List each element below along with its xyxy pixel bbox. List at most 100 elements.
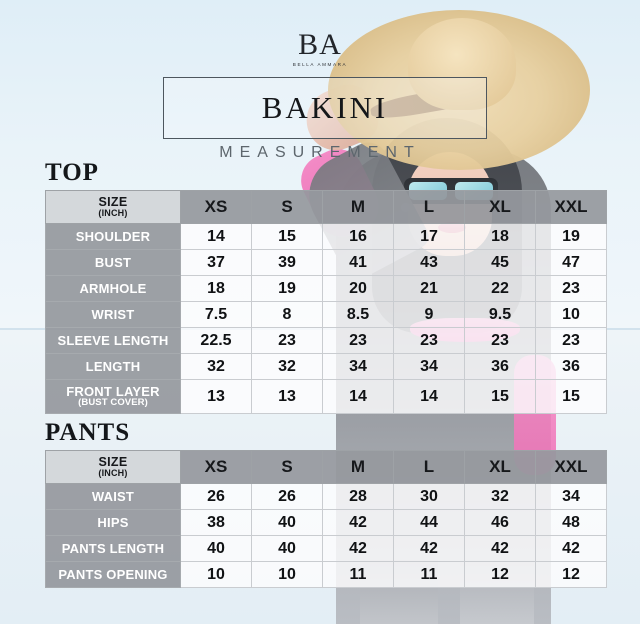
size-table-top: SIZE (INCH) XS S M L XL XXL SHOULDER 14 15… bbox=[45, 190, 607, 414]
measurement-cell-xs: 13 bbox=[180, 379, 252, 414]
column-header-xxl: XXL bbox=[535, 190, 607, 224]
row-label: FRONT LAYER (BUST COVER) bbox=[45, 379, 181, 414]
measurement-cell-xxl: 42 bbox=[535, 535, 607, 562]
measurement-cell-xs: 7.5 bbox=[180, 301, 252, 328]
table-head-pants: SIZE (INCH) XS S M L XL XXL bbox=[45, 450, 607, 484]
measurement-cell-m: 42 bbox=[322, 535, 394, 562]
table-row: BUST 37 39 41 43 45 47 bbox=[45, 249, 607, 276]
brand-logo-subtext: BELLA AMMARA bbox=[292, 62, 348, 67]
measurement-cell-xxl: 10 bbox=[535, 301, 607, 328]
measurement-cell-xs: 40 bbox=[180, 535, 252, 562]
measurement-cell-xs: 32 bbox=[180, 353, 252, 380]
table-row: ARMHOLE 18 19 20 21 22 23 bbox=[45, 275, 607, 302]
measurement-cell-xs: 14 bbox=[180, 223, 252, 250]
size-unit-header: SIZE (INCH) bbox=[45, 190, 181, 224]
measurement-cell-s: 8 bbox=[251, 301, 323, 328]
measurement-cell-xl: 42 bbox=[464, 535, 536, 562]
column-header-l: L bbox=[393, 450, 465, 484]
table-row: PANTS OPENING 10 10 11 11 12 12 bbox=[45, 561, 607, 588]
measurement-cell-l: 21 bbox=[393, 275, 465, 302]
measurement-cell-m: 14 bbox=[322, 379, 394, 414]
measurement-cell-m: 34 bbox=[322, 353, 394, 380]
measurement-cell-s: 39 bbox=[251, 249, 323, 276]
row-label: SHOULDER bbox=[45, 223, 181, 250]
row-label: SLEEVE LENGTH bbox=[45, 327, 181, 354]
table-row: HIPS 38 40 42 44 46 48 bbox=[45, 509, 607, 536]
row-label: LENGTH bbox=[45, 353, 181, 380]
measurement-cell-s: 13 bbox=[251, 379, 323, 414]
section-heading-pants: PANTS bbox=[45, 419, 131, 446]
size-unit-label: (INCH) bbox=[98, 467, 128, 478]
column-header-xl: XL bbox=[464, 190, 536, 224]
measurement-cell-l: 30 bbox=[393, 483, 465, 510]
measurement-cell-l: 42 bbox=[393, 535, 465, 562]
measurement-cell-xl: 32 bbox=[464, 483, 536, 510]
row-label: BUST bbox=[45, 249, 181, 276]
size-unit-header: SIZE (INCH) bbox=[45, 450, 181, 484]
measurement-cell-m: 16 bbox=[322, 223, 394, 250]
size-unit-label: (INCH) bbox=[98, 207, 128, 218]
measurement-cell-s: 26 bbox=[251, 483, 323, 510]
measurement-cell-xxl: 15 bbox=[535, 379, 607, 414]
table-body-pants: WAIST 26 26 28 30 32 34 HIPS 38 40 42 44 46 48 PANTS L… bbox=[45, 483, 607, 588]
measurement-cell-xs: 10 bbox=[180, 561, 252, 588]
column-header-s: S bbox=[251, 190, 323, 224]
measurement-cell-m: 8.5 bbox=[322, 301, 394, 328]
table-row: WAIST 26 26 28 30 32 34 bbox=[45, 483, 607, 510]
measurement-cell-xxl: 23 bbox=[535, 275, 607, 302]
measurement-cell-s: 15 bbox=[251, 223, 323, 250]
table-row: SLEEVE LENGTH 22.5 23 23 23 23 23 bbox=[45, 327, 607, 354]
table-row: WRIST 7.5 8 8.5 9 9.5 10 bbox=[45, 301, 607, 328]
table-head-top: SIZE (INCH) XS S M L XL XXL bbox=[45, 190, 607, 224]
measurement-cell-l: 34 bbox=[393, 353, 465, 380]
measurement-cell-l: 11 bbox=[393, 561, 465, 588]
column-header-xs: XS bbox=[180, 450, 252, 484]
column-header-m: M bbox=[322, 190, 394, 224]
table-header-row: SIZE (INCH) XS S M L XL XXL bbox=[45, 450, 607, 484]
column-header-xs: XS bbox=[180, 190, 252, 224]
measurement-cell-xl: 46 bbox=[464, 509, 536, 536]
measurement-cell-xs: 38 bbox=[180, 509, 252, 536]
measurement-cell-l: 23 bbox=[393, 327, 465, 354]
measurement-cell-s: 32 bbox=[251, 353, 323, 380]
measurement-cell-xxl: 48 bbox=[535, 509, 607, 536]
measurement-cell-xxl: 23 bbox=[535, 327, 607, 354]
table-row: PANTS LENGTH 40 40 42 42 42 42 bbox=[45, 535, 607, 562]
measurement-cell-xl: 12 bbox=[464, 561, 536, 588]
page-title: BAKINI bbox=[261, 90, 389, 125]
measurement-cell-l: 17 bbox=[393, 223, 465, 250]
size-table-pants: SIZE (INCH) XS S M L XL XXL WAIST 26 26 28 3… bbox=[45, 450, 607, 588]
measurement-cell-xs: 22.5 bbox=[180, 327, 252, 354]
measurement-cell-xs: 26 bbox=[180, 483, 252, 510]
table-row: LENGTH 32 32 34 34 36 36 bbox=[45, 353, 607, 380]
measurement-cell-s: 19 bbox=[251, 275, 323, 302]
brand-logo: BA BELLA AMMARA bbox=[0, 30, 640, 68]
measurement-cell-m: 41 bbox=[322, 249, 394, 276]
measurement-cell-xl: 36 bbox=[464, 353, 536, 380]
measurement-cell-xxl: 47 bbox=[535, 249, 607, 276]
measurement-cell-s: 10 bbox=[251, 561, 323, 588]
measurement-cell-l: 14 bbox=[393, 379, 465, 414]
table-body-top: SHOULDER 14 15 16 17 18 19 BUST 37 39 41 43 45 47 ARMH… bbox=[45, 223, 607, 414]
row-label: ARMHOLE bbox=[45, 275, 181, 302]
measurement-cell-xl: 18 bbox=[464, 223, 536, 250]
table-row: FRONT LAYER (BUST COVER) 13 13 14 14 15 15 bbox=[45, 379, 607, 414]
measurement-cell-l: 44 bbox=[393, 509, 465, 536]
measurement-cell-xl: 9.5 bbox=[464, 301, 536, 328]
measurement-cell-m: 20 bbox=[322, 275, 394, 302]
measurement-cell-s: 23 bbox=[251, 327, 323, 354]
table-header-row: SIZE (INCH) XS S M L XL XXL bbox=[45, 190, 607, 224]
row-label: WRIST bbox=[45, 301, 181, 328]
measurement-cell-m: 42 bbox=[322, 509, 394, 536]
measurement-cell-m: 28 bbox=[322, 483, 394, 510]
column-header-xl: XL bbox=[464, 450, 536, 484]
row-label: HIPS bbox=[45, 509, 181, 536]
column-header-m: M bbox=[322, 450, 394, 484]
column-header-xxl: XXL bbox=[535, 450, 607, 484]
measurement-cell-s: 40 bbox=[251, 535, 323, 562]
row-label-sub: (BUST COVER) bbox=[78, 397, 148, 409]
measurement-cell-xxl: 12 bbox=[535, 561, 607, 588]
section-heading-top: TOP bbox=[45, 159, 99, 186]
size-label: SIZE bbox=[98, 454, 128, 469]
